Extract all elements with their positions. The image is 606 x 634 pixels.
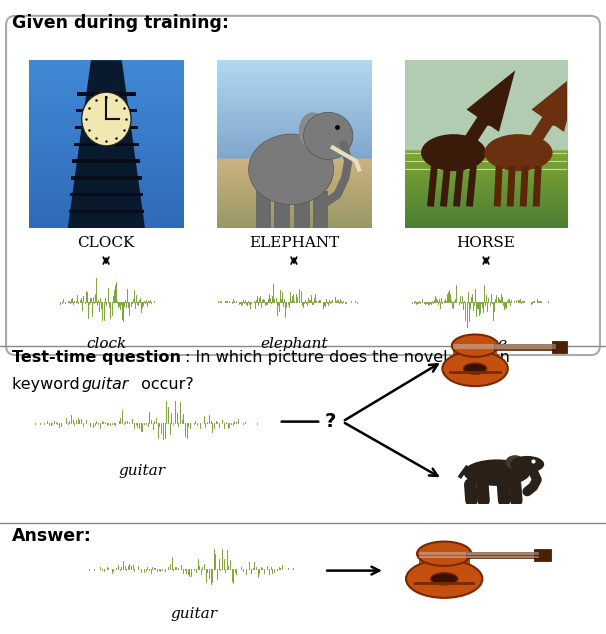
Bar (552, 342, 567, 353)
Ellipse shape (421, 134, 486, 171)
Ellipse shape (505, 455, 525, 469)
Bar (294, 191, 310, 228)
Ellipse shape (510, 456, 544, 473)
FancyBboxPatch shape (6, 16, 600, 355)
Bar (453, 347, 497, 359)
Ellipse shape (248, 134, 334, 205)
Bar (466, 552, 538, 559)
Ellipse shape (304, 112, 353, 159)
Text: occur?: occur? (136, 377, 194, 392)
Bar (77, 92, 136, 96)
Bar (274, 191, 290, 228)
Bar (256, 191, 271, 228)
Bar (73, 143, 139, 146)
Bar (76, 109, 137, 112)
Bar (69, 210, 144, 213)
Ellipse shape (484, 134, 553, 171)
Ellipse shape (299, 112, 327, 149)
Polygon shape (68, 60, 145, 228)
Bar (534, 549, 551, 561)
Ellipse shape (406, 560, 482, 598)
Text: HORSE: HORSE (456, 236, 516, 250)
Bar (313, 191, 328, 228)
Text: guitar: guitar (119, 464, 166, 478)
Circle shape (464, 363, 487, 374)
Bar (75, 126, 138, 129)
Bar (419, 555, 470, 569)
Bar (70, 193, 142, 197)
Circle shape (431, 573, 458, 585)
FancyArrow shape (529, 70, 580, 145)
Bar (71, 176, 142, 179)
Ellipse shape (478, 109, 501, 126)
Ellipse shape (543, 109, 565, 126)
Text: guitar: guitar (170, 607, 218, 621)
Bar (494, 344, 555, 350)
Ellipse shape (464, 460, 530, 486)
Text: Given during training:: Given during training: (12, 14, 229, 32)
Ellipse shape (442, 351, 508, 386)
Text: : In which picture does the novel spoken: : In which picture does the novel spoken (185, 350, 510, 365)
Text: Answer:: Answer: (12, 527, 92, 545)
FancyArrow shape (464, 70, 515, 145)
Text: clock: clock (86, 337, 126, 351)
Text: ELEPHANT: ELEPHANT (249, 236, 339, 250)
Text: elephant: elephant (260, 337, 328, 351)
Bar (72, 159, 141, 163)
Ellipse shape (417, 541, 471, 566)
Text: Test-time question: Test-time question (12, 350, 181, 365)
Text: ?: ? (324, 412, 336, 431)
Text: horse: horse (464, 337, 508, 351)
Circle shape (82, 92, 131, 146)
Ellipse shape (452, 335, 498, 357)
Text: keyword: keyword (12, 377, 85, 392)
Text: guitar: guitar (82, 377, 129, 392)
Text: CLOCK: CLOCK (78, 236, 135, 250)
